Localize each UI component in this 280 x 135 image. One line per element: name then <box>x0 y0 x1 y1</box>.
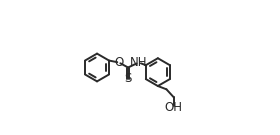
Text: NH: NH <box>130 56 148 69</box>
Text: O: O <box>114 56 123 69</box>
Text: OH: OH <box>165 101 183 114</box>
Text: S: S <box>124 72 132 85</box>
